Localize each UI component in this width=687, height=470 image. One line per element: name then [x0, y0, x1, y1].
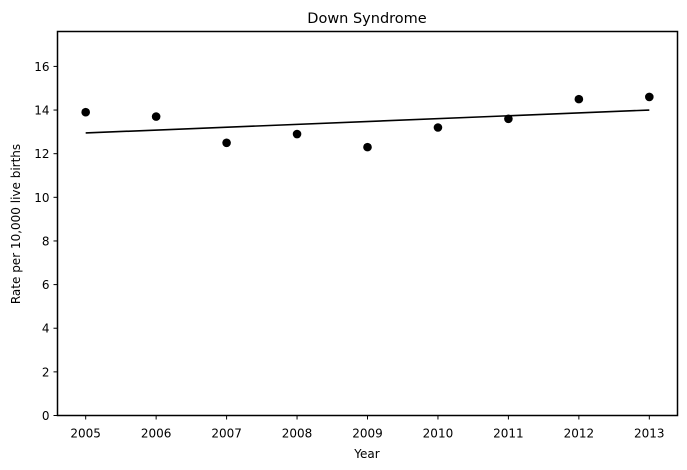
- plot-area: [81, 92, 654, 152]
- data-point: [151, 112, 161, 121]
- y-tick-label: 4: [42, 322, 50, 336]
- x-tick-label: 2007: [211, 427, 242, 441]
- x-axis-ticks: 2005 2006 2007 2008 2009 2010 2011 2012 2013: [70, 415, 665, 441]
- y-tick-label: 14: [34, 104, 49, 118]
- y-tick-label: 8: [42, 234, 50, 248]
- data-point: [433, 123, 443, 132]
- y-tick-label: 12: [34, 147, 49, 161]
- y-tick-label: 10: [34, 191, 49, 205]
- data-point: [645, 92, 654, 102]
- x-tick-label: 2006: [141, 427, 172, 441]
- x-tick-label: 2009: [352, 427, 383, 441]
- chart-title: Down Syndrome: [307, 11, 427, 27]
- x-tick-label: 2011: [493, 427, 524, 441]
- x-tick-label: 2010: [423, 427, 454, 441]
- trend-line: [85, 109, 650, 134]
- y-axis-ticks: 0 2 4 6 8 10 12 14 16: [34, 60, 58, 423]
- x-tick-label: 2005: [70, 427, 101, 441]
- y-tick-label: 0: [42, 409, 50, 423]
- y-tick-label: 2: [42, 365, 50, 379]
- data-point: [574, 94, 584, 104]
- data-point: [292, 129, 302, 139]
- x-tick-label: 2012: [564, 427, 595, 441]
- x-tick-label: 2013: [634, 427, 665, 441]
- data-point: [504, 114, 513, 124]
- x-tick-label: 2008: [282, 427, 313, 441]
- data-point: [81, 107, 90, 117]
- y-tick-label: 6: [42, 278, 50, 292]
- x-axis-label: Year: [353, 447, 379, 461]
- data-point: [222, 138, 231, 148]
- y-axis-label: Rate per 10,000 live births: [9, 144, 23, 304]
- plot-frame: [56, 30, 679, 417]
- y-tick-label: 16: [34, 60, 49, 74]
- data-point: [363, 142, 372, 152]
